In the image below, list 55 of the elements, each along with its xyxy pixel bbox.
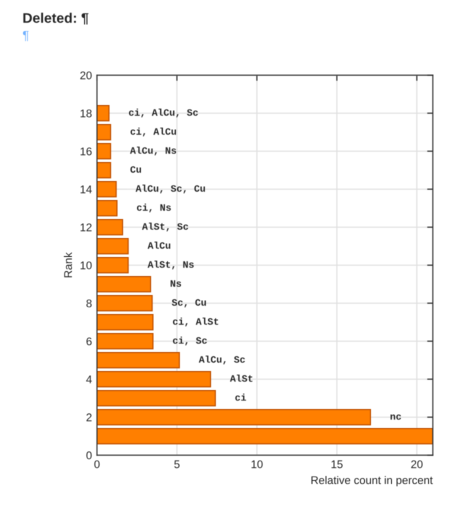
bar [96, 105, 110, 122]
bar [96, 238, 129, 254]
annotation: AlSt, Ns [148, 260, 194, 270]
bar [96, 181, 117, 198]
y-tick-label: 10 [80, 261, 92, 270]
y-tick-label: 2 [86, 413, 92, 422]
y-tick-label: 12 [80, 223, 92, 232]
annotation: AlCu [148, 242, 170, 249]
y-axis-title: Rank [64, 252, 72, 278]
annotation: AlCu, Ns [130, 146, 176, 156]
text: Deleted: ¶ [23, 12, 88, 25]
annotation: ci, AlCu, Sc [128, 108, 198, 118]
annotation: Sc, Cu [172, 299, 206, 308]
annotation: ci, AlSt [172, 318, 218, 326]
bar [96, 333, 154, 350]
bar [96, 143, 112, 160]
bar [96, 124, 112, 140]
bar [96, 390, 216, 406]
x-tick-label: 15 [332, 460, 343, 468]
bar [96, 409, 372, 426]
bar [96, 257, 129, 274]
annotation: AlCu, Sc, Cu [136, 184, 205, 194]
x-axis-title: Relative count in percent [311, 476, 433, 486]
annotation: AlCu, Sc [198, 356, 245, 364]
annotation: ci, Sc [172, 336, 207, 346]
annotation: AlSt [230, 374, 252, 382]
bar [96, 276, 152, 292]
bar [96, 219, 124, 236]
y-tick-label: 0 [86, 451, 92, 460]
bar [96, 295, 153, 312]
y-tick-label: 20 [80, 71, 92, 80]
y-tick-label: 6 [86, 337, 92, 346]
x-tick-label: 0 [94, 460, 100, 468]
x-tick-label: 20 [411, 460, 423, 468]
bar [96, 200, 118, 216]
y-tick-label: 16 [80, 147, 92, 156]
annotation: Ns [170, 280, 182, 287]
bar [96, 314, 154, 330]
bar [96, 428, 433, 444]
x-tick-label: 5 [174, 460, 180, 468]
annotation: AlSt, Sc [142, 222, 188, 232]
annotation: ci, Ns [136, 204, 171, 212]
annotation: nc [390, 414, 402, 420]
annotation: ci [235, 394, 246, 401]
y-tick-label: 8 [86, 299, 92, 308]
y-tick-label: 4 [86, 376, 92, 384]
annotation: Cu [130, 166, 142, 173]
bar [96, 371, 212, 388]
y-tick-label: 14 [80, 186, 92, 194]
x-tick-label: 10 [252, 460, 263, 468]
text: ¶ [22, 30, 29, 42]
annotation: ci, AlCu [130, 128, 176, 136]
y-tick-label: 18 [80, 109, 92, 118]
bar [96, 162, 112, 178]
bar [96, 352, 180, 368]
